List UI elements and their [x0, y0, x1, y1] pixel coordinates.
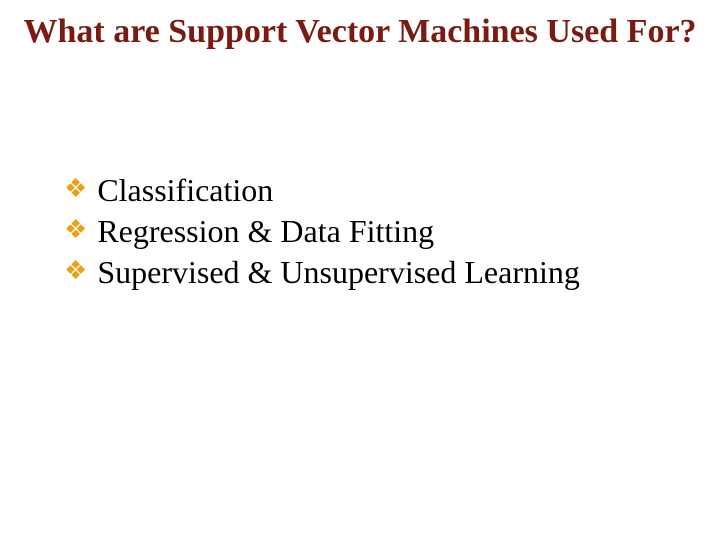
slide-body: ❖ Classification ❖ Regression & Data Fit… — [64, 170, 664, 293]
list-item: ❖ Supervised & Unsupervised Learning — [64, 252, 664, 293]
list-item-text: Regression & Data Fitting — [97, 211, 664, 252]
slide-title: What are Support Vector Machines Used Fo… — [0, 12, 720, 51]
diamond-bullet-icon: ❖ — [64, 172, 87, 205]
list-item: ❖ Classification — [64, 170, 664, 211]
list-item-text: Classification — [97, 170, 664, 211]
diamond-bullet-icon: ❖ — [64, 213, 87, 246]
list-item-text: Supervised & Unsupervised Learning — [97, 252, 664, 293]
list-item: ❖ Regression & Data Fitting — [64, 211, 664, 252]
slide: What are Support Vector Machines Used Fo… — [0, 0, 720, 540]
diamond-bullet-icon: ❖ — [64, 254, 87, 287]
